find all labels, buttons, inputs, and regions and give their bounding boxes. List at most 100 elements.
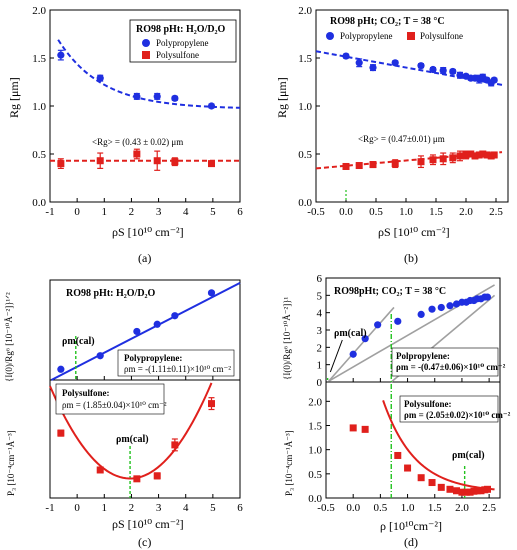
d-top-ytick-label: 5 <box>317 290 323 302</box>
point-polypropylene-a <box>153 92 161 100</box>
point-polysulfone-a <box>153 157 161 165</box>
point-polypropylene-c <box>171 312 179 320</box>
d-xtick-label: 2.0 <box>455 502 469 514</box>
point-polysulfone-d <box>404 464 412 472</box>
a-xtick-label: 4 <box>183 206 189 218</box>
y-axis-label-a: Rg [μm] <box>7 77 21 118</box>
point-polypropylene-d <box>437 303 445 312</box>
b-ytick-label: 1.0 <box>298 101 312 113</box>
point-polysulfone-c <box>171 441 179 449</box>
annotation-value-d-top: ρm = -(0.47±0.06)×10¹⁰ cm⁻² <box>396 362 506 372</box>
d-top-ytick-label: 4 <box>317 308 323 320</box>
point-polysulfone-c <box>133 475 141 483</box>
annotation-value-c-bottom: ρm = (1.85±0.04)×10¹⁰ cm⁻² <box>62 400 167 410</box>
a-ytick-label: 0.5 <box>32 149 46 161</box>
chart-title-d: RO98pHt; CO₂; T = 38 °C <box>334 286 446 297</box>
point-polysulfone-a <box>133 150 141 158</box>
point-polysulfone-d <box>473 487 481 495</box>
point-polypropylene-b <box>355 59 363 67</box>
d-bottom-ytick-label: 0.5 <box>308 469 322 481</box>
a-xtick-label: 2 <box>129 206 135 218</box>
point-polypropylene-c <box>133 327 141 336</box>
b-xtick-label: 2.5 <box>489 206 503 218</box>
c-xtick-label: 0 <box>74 502 80 514</box>
annotation-title-c-bottom: Polysulfone: <box>62 388 110 398</box>
d-bottom-ytick-label: 2.0 <box>308 396 322 408</box>
annotation-value-d-bottom: ρm = (2.05±0.02)×10¹⁰ cm⁻² <box>404 410 511 420</box>
point-polysulfone-b <box>429 156 437 164</box>
point-polysulfone-d <box>477 487 485 495</box>
b-xtick-label: 0.0 <box>339 206 353 218</box>
annotation-value-c-top: ρm = -(1.11±0.11)×10¹⁰ cm⁻² <box>124 364 231 374</box>
point-polypropylene-b <box>391 59 399 67</box>
point-polysulfone-c <box>153 472 161 480</box>
chart-title-c: RO98 pHt: H₂O/D₂O <box>66 288 156 299</box>
panel-label-a: (a) <box>138 251 151 265</box>
d-xtick-label: 1.0 <box>401 502 415 514</box>
point-polysulfone-b <box>467 150 475 158</box>
legend-label-polysulfone-b: Polysulfone <box>420 31 463 41</box>
point-polypropylene-a <box>171 94 179 102</box>
point-polysulfone-b <box>449 154 457 162</box>
legend-label-polypropylene-b: Polypropylene <box>340 31 393 41</box>
c-xtick-label: 1 <box>102 502 108 514</box>
point-polypropylene-b <box>490 76 498 84</box>
point-polysulfone-b <box>479 150 487 158</box>
b-xtick-label: -0.5 <box>307 206 325 218</box>
d-top-ytick-label: 6 <box>317 273 323 285</box>
point-polysulfone-c <box>96 466 104 474</box>
annotation-title-d-bottom: Polysulfone: <box>404 399 452 409</box>
point-polysulfone-d <box>446 485 454 493</box>
point-polypropylene-a <box>57 51 65 59</box>
chart-title-a: RO98 pHt: H₂O/D₂O <box>136 24 226 35</box>
fit-line-polypropylene-a <box>57 39 241 109</box>
point-polysulfone-b <box>471 152 479 160</box>
annotation-title-d-top: Polpropylene: <box>396 351 450 361</box>
d-xtick-label: 2.5 <box>482 502 496 514</box>
c-xtick-label: 3 <box>156 502 162 514</box>
rho-m-label-c-top: ρm(cal) <box>62 336 95 347</box>
b-ytick-label: 0.5 <box>298 149 312 161</box>
point-polypropylene-a <box>96 74 104 82</box>
point-polysulfone-a <box>57 160 65 168</box>
y-axis-label-d-top: {I(0)/Rg⁶ [10⁻¹⁰Å⁻²]}¹ <box>282 296 292 380</box>
point-polysulfone-b <box>439 155 447 163</box>
x-axis-label-b: ρS [10¹⁰ cm⁻²] <box>378 225 450 239</box>
annotation-b: <Rg> = (0.47±0.01) μm <box>358 134 445 144</box>
b-xtick-label: 2.0 <box>459 206 473 218</box>
x-axis-label-a: ρS [10¹⁰ cm⁻²] <box>112 225 184 239</box>
legend-label-polypropylene-a: Polypropylene <box>156 38 209 48</box>
b-ytick-label: 0.0 <box>298 197 312 209</box>
rho-m-label-c-bottom: ρm(cal) <box>116 434 149 445</box>
annotation-a: <Rg> = (0.43 ± 0.02) μm <box>92 137 183 147</box>
annotation-box-c-top <box>117 349 235 377</box>
a-xtick-label: -1 <box>45 206 54 218</box>
point-polypropylene-b <box>449 67 457 76</box>
d-bottom-ytick-label: 1.0 <box>308 445 322 457</box>
y-axis-label-c-bottom: P₃ [10⁻⁴cm⁻¹Å⁻³] <box>6 430 16 496</box>
chart-title-b: RO98 pHt; CO₂; T = 38 °C <box>330 16 445 27</box>
x-axis-label-d: ρ [10¹⁰cm⁻²] <box>380 519 442 533</box>
point-polysulfone-a <box>208 160 215 168</box>
d-xtick-label: 0.5 <box>374 502 388 514</box>
panel-b: -0.5 0.0 0.5 1.0 1.5 2.0 2.50.00.51.01.52.0 RO… <box>275 5 509 265</box>
b-xtick-label: 1.5 <box>429 206 443 218</box>
b-xtick-label: 1.0 <box>399 206 413 218</box>
point-polysulfone-b <box>391 160 399 168</box>
c-xtick-label: -1 <box>45 502 54 514</box>
y-axis-label-b: Rg [μm] <box>275 77 289 118</box>
d-xtick-label: 0.0 <box>346 502 360 514</box>
point-polypropylene-c <box>153 320 161 328</box>
point-polypropylene-d <box>361 335 369 343</box>
d-xtick-label: 1.5 <box>428 502 442 514</box>
point-polysulfone-d <box>462 488 470 496</box>
d-top-ytick-label: 1 <box>317 360 323 372</box>
point-polysulfone-d <box>349 424 357 432</box>
legend-marker-polysulfone-b <box>407 32 415 40</box>
point-polypropylene-c <box>96 352 104 360</box>
y-axis-label-c-top: {I(0)/Rg⁶ [10⁻¹⁰Å⁻²]}¹ᐟ² <box>4 292 14 382</box>
d-xtick-label: -0.5 <box>317 502 335 514</box>
point-polypropylene-b <box>342 52 350 60</box>
c-xtick-label: 5 <box>210 502 216 514</box>
point-polypropylene-c <box>57 365 65 373</box>
